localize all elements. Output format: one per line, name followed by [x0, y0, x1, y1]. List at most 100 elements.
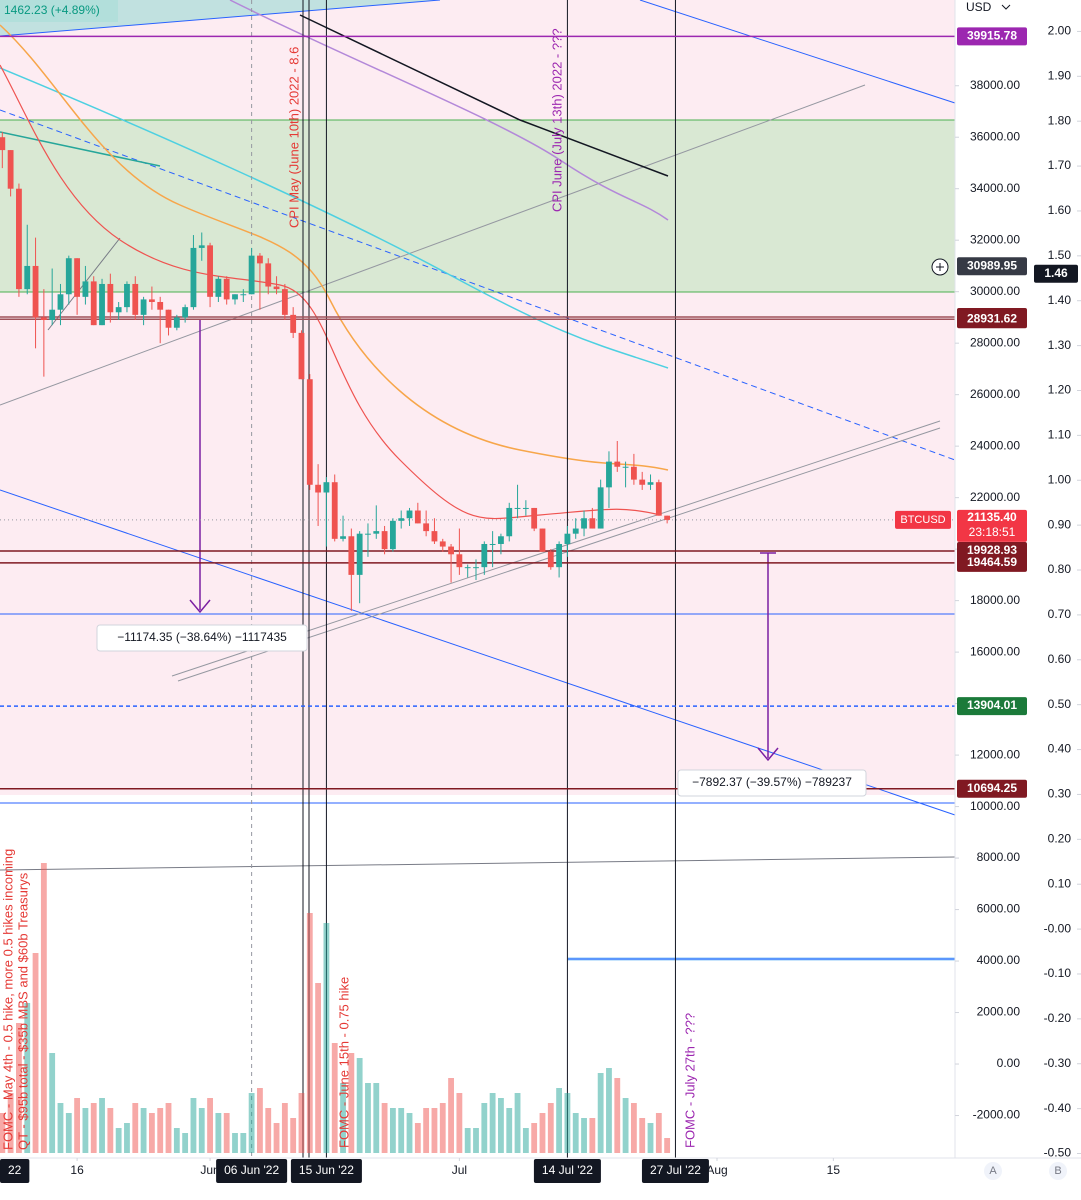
volume-bar	[140, 1108, 147, 1153]
y-tick-label: 38000.00	[970, 78, 1020, 92]
scale-button-label[interactable]: A	[989, 1165, 997, 1177]
y-tick-label: 36000.00	[970, 129, 1020, 143]
candle-body	[348, 536, 355, 575]
candle-body	[622, 466, 629, 468]
volume-bar	[190, 1098, 197, 1153]
candle-body	[597, 487, 604, 529]
volume-bar	[414, 1123, 421, 1153]
candle-body	[7, 150, 14, 189]
candle-body	[614, 461, 621, 467]
date-marker-box	[641, 1159, 709, 1183]
candle-body	[448, 546, 454, 555]
level-label: 10694.25	[967, 781, 1017, 795]
candle-body	[655, 482, 662, 516]
y-tick-label: 16000.00	[970, 644, 1020, 658]
y-tick-label: 2000.00	[977, 1005, 1021, 1019]
candle-body	[498, 536, 504, 544]
scale-button[interactable]	[1049, 1162, 1067, 1180]
date-marker-label: 22	[8, 1163, 22, 1177]
candle-body	[290, 314, 297, 333]
axes: 38000.00 36000.00 34000.00 32000.00 30000.00…	[0, 24, 1081, 1183]
level-label-box	[957, 779, 1027, 798]
y-tick-label: 4000.00	[977, 953, 1021, 967]
volume-bar	[506, 1108, 513, 1153]
volume-bar	[340, 1083, 346, 1153]
y2-tick-label: 1.00	[1048, 472, 1072, 486]
current-price: 21135.40	[967, 510, 1017, 524]
volume-bar	[630, 1103, 637, 1153]
volume-bar	[373, 1083, 380, 1153]
date-marker-box	[216, 1159, 288, 1183]
volume-bar	[74, 1098, 81, 1153]
candle-body	[49, 309, 56, 321]
candle-body	[182, 307, 189, 318]
date-marker-box	[533, 1159, 601, 1183]
y2-tick-label: -0.30	[1044, 1056, 1072, 1070]
volume-bar	[240, 1133, 247, 1153]
candle-body	[414, 510, 421, 524]
annotation: FOMC - May 4th - 0.5 hike, more 0.5 hike…	[0, 849, 15, 1150]
volume-bar	[115, 1128, 122, 1153]
symbol-label: BTCUSD	[900, 514, 945, 526]
volume-bar	[365, 1083, 371, 1153]
candle-body	[115, 307, 122, 313]
candle-body	[556, 543, 563, 568]
volume-bar	[481, 1103, 488, 1153]
dropdown-icon	[1001, 4, 1011, 10]
candle-body	[381, 531, 388, 550]
candle-body	[16, 188, 22, 290]
candle-body	[240, 294, 247, 296]
y2-tick-label: 0.80	[1048, 562, 1072, 576]
moving-average	[299, 14, 669, 177]
candle-body	[215, 278, 222, 297]
volume-bar	[198, 1108, 205, 1153]
volume-bar	[273, 1123, 280, 1153]
candle-body	[32, 265, 39, 318]
candle-body	[173, 317, 180, 328]
level-label-box	[957, 697, 1027, 716]
candle-body	[124, 283, 130, 308]
candle-body	[606, 461, 612, 488]
date-marker-box	[290, 1159, 362, 1183]
annotation: CPI May (June 10th) 2022 - 8.6	[286, 47, 301, 228]
volume-bar	[589, 1118, 596, 1153]
y2-tick-label: -0.00	[1044, 921, 1072, 935]
candle-body	[464, 567, 471, 569]
volume-bar	[473, 1128, 479, 1153]
volume-bar	[281, 1103, 288, 1153]
volume-bar	[389, 1108, 396, 1153]
x-tick-label: 15	[827, 1163, 841, 1177]
candle-body	[456, 554, 463, 568]
candle-body	[431, 531, 438, 542]
volume-bar	[431, 1108, 438, 1153]
y2-tick-label: -0.50	[1044, 1146, 1072, 1160]
x-tick-label: Jul	[452, 1163, 467, 1177]
volume-bar	[597, 1073, 604, 1153]
volume-bar	[16, 1023, 22, 1153]
candle-body	[306, 379, 313, 485]
trend-line	[0, 0, 441, 37]
date-marker-label: 06 Jun '22	[224, 1163, 279, 1177]
annotation: CPI June (July 13th) 2022 - ???	[549, 28, 564, 212]
scale-button-label[interactable]: B	[1054, 1165, 1061, 1177]
y2-tick-label: 0.10	[1048, 876, 1072, 890]
measure-box	[96, 624, 308, 652]
level-label-box	[957, 553, 1027, 572]
scale-button[interactable]	[984, 1162, 1002, 1180]
y2-tick-label: 0.50	[1048, 697, 1072, 711]
volume-bar	[572, 1113, 579, 1153]
candle-body	[481, 543, 488, 568]
volume-bar	[556, 1088, 563, 1153]
crosshair-ratio-box	[1034, 264, 1078, 283]
volume-bar	[173, 1128, 180, 1153]
candle-body	[315, 484, 322, 493]
y2-tick-label: 0.90	[1048, 517, 1072, 531]
volume-bar	[614, 1078, 621, 1153]
candle-body	[298, 332, 305, 380]
add-icon-glyph	[936, 263, 944, 271]
y2-tick-label: 2.00	[1048, 24, 1072, 38]
candle-body	[140, 299, 147, 315]
level-label: 39915.78	[967, 29, 1017, 43]
y2-tick-label: 1.60	[1048, 203, 1072, 217]
candle-body	[340, 536, 346, 539]
